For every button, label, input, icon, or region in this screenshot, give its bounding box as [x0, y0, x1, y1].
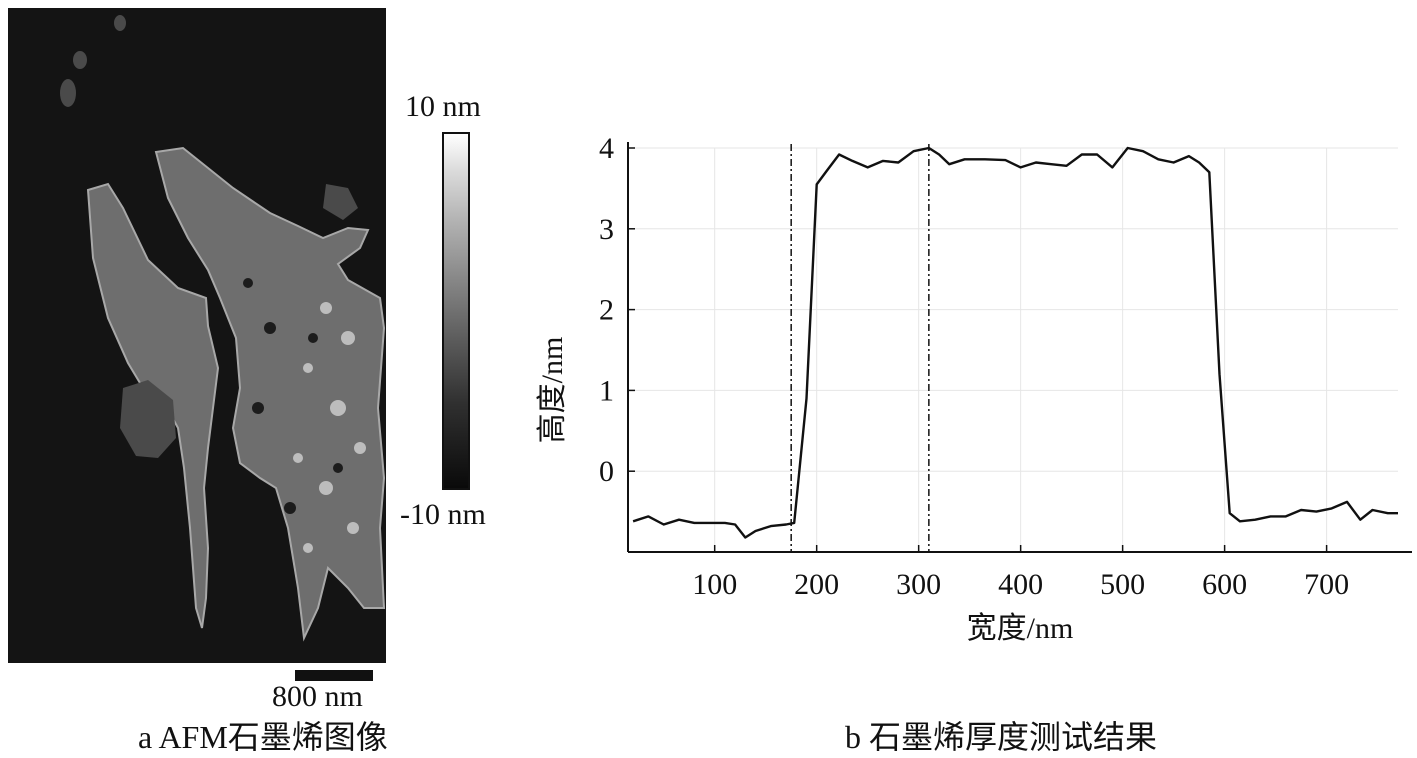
- scale-bar: [295, 670, 373, 681]
- series-line: [632, 146, 1398, 539]
- y-tick-label: 0: [599, 455, 614, 488]
- colorbar-max-label: 10 nm: [405, 90, 481, 123]
- x-tick-label: 400: [998, 568, 1043, 601]
- thickness-profile-chart: 100 200 300 400 500 600 700 0 1 2 3 4 宽度/nm 高度/nm: [536, 132, 1412, 645]
- caption-b: b 石墨烯厚度测试结果: [845, 719, 1158, 755]
- series-layer: [632, 146, 1398, 539]
- colorbar-min-label: -10 nm: [400, 498, 486, 531]
- x-tick-label: 600: [1202, 568, 1247, 601]
- caption-a: a AFM石墨烯图像: [138, 719, 388, 755]
- marker-lines: [790, 144, 930, 552]
- x-tick-label: 300: [896, 568, 941, 601]
- grid-lines: [628, 147, 1398, 552]
- height-colorbar: [442, 132, 470, 490]
- x-tick-label: 700: [1304, 568, 1349, 601]
- y-tick-label: 2: [599, 294, 614, 327]
- x-tick-label: 100: [692, 568, 737, 601]
- scale-bar-label: 800 nm: [272, 680, 363, 713]
- x-axis-label: 宽度/nm: [967, 612, 1074, 645]
- axes: [627, 142, 1412, 553]
- tick-labels: 100 200 300 400 500 600 700 0 1 2 3 4: [599, 132, 1349, 601]
- x-tick-label: 200: [794, 568, 839, 601]
- y-tick-label: 1: [599, 374, 614, 407]
- y-axis-label: 高度/nm: [536, 337, 569, 444]
- y-tick-label: 3: [599, 213, 614, 246]
- y-tick-label: 4: [599, 132, 614, 165]
- x-tick-label: 500: [1100, 568, 1145, 601]
- afm-graphene-image: [8, 8, 386, 663]
